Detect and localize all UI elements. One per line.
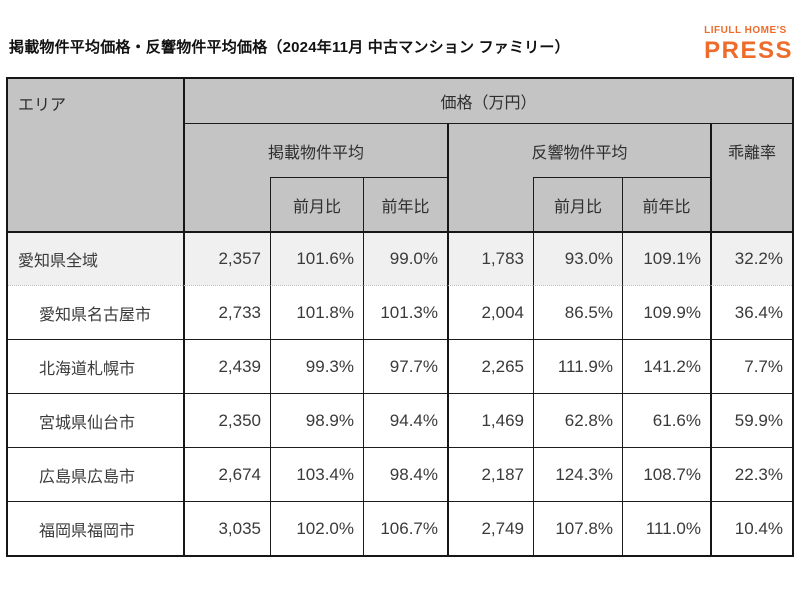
cell-response-yoy: 111.0% xyxy=(622,501,710,555)
cell-listed-mom: 98.9% xyxy=(270,393,363,447)
cell-response-mom: 111.9% xyxy=(533,339,622,393)
header-price-unit: 価格（万円） xyxy=(183,79,792,123)
header-response-mom: 前月比 xyxy=(533,177,622,231)
header-listed-spacer xyxy=(183,177,270,231)
header-divergence: 乖離率 xyxy=(710,123,792,231)
cell-response-yoy: 61.6% xyxy=(622,393,710,447)
cell-response-price: 1,783 xyxy=(447,231,533,285)
cell-listed-yoy: 97.7% xyxy=(363,339,447,393)
cell-listed-price: 2,733 xyxy=(183,285,270,339)
cell-area: 愛知県名古屋市 xyxy=(8,285,183,339)
header-divergence-label: 乖離率 xyxy=(727,145,776,162)
cell-divergence: 32.2% xyxy=(710,231,792,285)
cell-response-mom: 62.8% xyxy=(533,393,622,447)
cell-response-mom: 86.5% xyxy=(533,285,622,339)
logo-press: PRESS xyxy=(704,37,793,64)
header-listed-yoy: 前年比 xyxy=(363,177,447,231)
cell-listed-price: 3,035 xyxy=(183,501,270,555)
cell-area: 広島県広島市 xyxy=(8,447,183,501)
cell-area: 宮城県仙台市 xyxy=(8,393,183,447)
price-table: エリア 価格（万円） 掲載物件平均 反響物件平均 乖離率 前月比 前年比 前月比… xyxy=(6,77,794,557)
cell-listed-mom: 102.0% xyxy=(270,501,363,555)
cell-listed-yoy: 106.7% xyxy=(363,501,447,555)
cell-response-price: 2,187 xyxy=(447,447,533,501)
cell-divergence: 22.3% xyxy=(710,447,792,501)
cell-response-price: 2,004 xyxy=(447,285,533,339)
logo-lifull-homes: LIFULL HOME'S xyxy=(704,25,787,36)
cell-divergence: 7.7% xyxy=(710,339,792,393)
cell-listed-yoy: 99.0% xyxy=(363,231,447,285)
cell-response-yoy: 108.7% xyxy=(622,447,710,501)
cell-listed-mom: 99.3% xyxy=(270,339,363,393)
cell-divergence: 10.4% xyxy=(710,501,792,555)
cell-listed-mom: 101.8% xyxy=(270,285,363,339)
header-response-yoy: 前年比 xyxy=(622,177,710,231)
cell-response-mom: 93.0% xyxy=(533,231,622,285)
header-response-spacer xyxy=(447,177,533,231)
header-listed-mom: 前月比 xyxy=(270,177,363,231)
cell-response-mom: 107.8% xyxy=(533,501,622,555)
cell-area: 愛知県全域 xyxy=(8,231,183,285)
cell-area: 福岡県福岡市 xyxy=(8,501,183,555)
cell-listed-price: 2,357 xyxy=(183,231,270,285)
cell-listed-price: 2,674 xyxy=(183,447,270,501)
cell-listed-yoy: 101.3% xyxy=(363,285,447,339)
cell-response-mom: 124.3% xyxy=(533,447,622,501)
cell-response-price: 2,265 xyxy=(447,339,533,393)
cell-listed-price: 2,439 xyxy=(183,339,270,393)
header-listed-avg: 掲載物件平均 xyxy=(183,123,447,177)
cell-divergence: 36.4% xyxy=(710,285,792,339)
cell-response-price: 1,469 xyxy=(447,393,533,447)
page-title: 掲載物件平均価格・反響物件平均価格（2024年11月 中古マンション ファミリー… xyxy=(9,39,570,56)
press-logo: LIFULL HOME'S PRESS xyxy=(704,26,793,63)
cell-divergence: 59.9% xyxy=(710,393,792,447)
cell-response-yoy: 141.2% xyxy=(622,339,710,393)
cell-listed-price: 2,350 xyxy=(183,393,270,447)
cell-listed-mom: 101.6% xyxy=(270,231,363,285)
cell-response-yoy: 109.1% xyxy=(622,231,710,285)
header-area: エリア xyxy=(8,79,183,231)
cell-listed-yoy: 94.4% xyxy=(363,393,447,447)
cell-response-yoy: 109.9% xyxy=(622,285,710,339)
header-response-avg: 反響物件平均 xyxy=(447,123,710,177)
cell-response-price: 2,749 xyxy=(447,501,533,555)
cell-listed-mom: 103.4% xyxy=(270,447,363,501)
cell-area: 北海道札幌市 xyxy=(8,339,183,393)
cell-listed-yoy: 98.4% xyxy=(363,447,447,501)
